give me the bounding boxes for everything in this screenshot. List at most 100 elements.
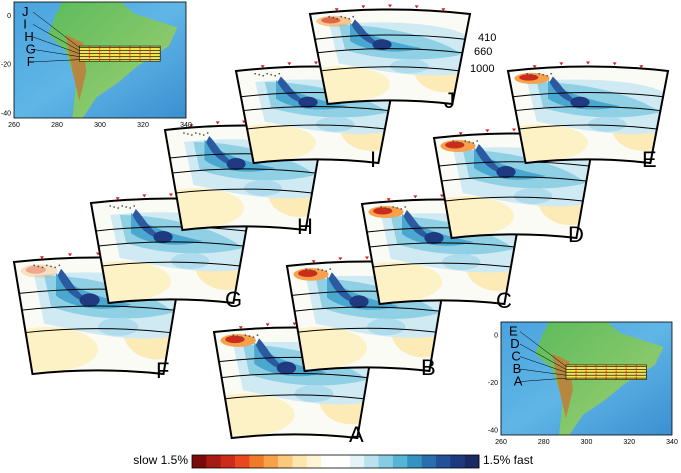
station-marker (334, 8, 339, 12)
hypocenter (305, 268, 308, 271)
hypocenter (236, 335, 239, 338)
colorbar-swatch (192, 455, 207, 468)
station-marker (40, 256, 44, 260)
panel-label-a: A (349, 422, 364, 447)
hypocenter (321, 269, 324, 272)
map-top-left-profile-label: F (27, 54, 35, 69)
depth-contour (175, 188, 313, 194)
station-marker (292, 322, 297, 326)
hypocenter (464, 140, 467, 142)
hypocenter (117, 207, 120, 209)
hypocenter (194, 132, 197, 134)
section-outline (506, 65, 670, 165)
colorbar-swatch (235, 455, 250, 468)
hypocenter (476, 140, 479, 142)
colorbar-swatch (292, 455, 308, 468)
depth-contour (441, 176, 587, 182)
lat-tick-label: -20 (1, 62, 11, 69)
hypocenter (258, 73, 261, 76)
hypocenter (400, 208, 403, 210)
map-top-left-profile-label: J (22, 4, 29, 19)
panel-label-g: G (225, 287, 242, 312)
station-marker (414, 5, 419, 9)
panel-label-b: B (421, 355, 436, 380)
station-marker (441, 8, 446, 12)
colorbar-swatch (407, 455, 422, 468)
station-marker (413, 195, 418, 199)
depth-contour (438, 161, 590, 167)
colorbar-swatch (349, 455, 365, 468)
hypocenter (266, 72, 269, 75)
section-outline (432, 132, 596, 240)
panel-label-h: H (297, 214, 313, 239)
hypocenter (388, 208, 391, 210)
hypocenter (550, 72, 553, 75)
hypocenter (45, 264, 48, 267)
station-marker (287, 62, 292, 66)
station-marker (386, 198, 391, 202)
station-marker (338, 257, 343, 261)
station-marker (365, 256, 369, 260)
section-outline (285, 260, 449, 373)
hypocenter (344, 16, 347, 19)
station-marker (485, 129, 490, 133)
colorbar-swatch (306, 455, 322, 468)
colorbar-slow-label: slow 1.5% (133, 453, 188, 467)
depth-contour (298, 327, 436, 333)
depth-label-1000: 1000 (470, 63, 494, 75)
hypocenter (325, 270, 328, 273)
section-outline (234, 65, 398, 165)
map-top-left-profile-label: H (24, 29, 33, 44)
depth-contour (314, 34, 466, 40)
depth-label-410: 410 (478, 32, 496, 44)
hypocenter (317, 268, 320, 271)
colorbar-swatch (392, 455, 408, 468)
section-outline (308, 8, 472, 106)
hypocenter (380, 206, 383, 208)
station-marker (260, 65, 265, 69)
depth-contour (221, 372, 368, 379)
depth-contour (321, 66, 459, 72)
hypocenter (262, 74, 265, 77)
colorbar-swatch (464, 455, 480, 468)
hypocenter (198, 133, 201, 135)
section-outline (89, 197, 253, 305)
lat-tick-label: 0 (494, 333, 498, 340)
section-outline (360, 198, 524, 306)
lon-tick-label: 260 (8, 122, 20, 129)
hypocenter (58, 264, 61, 267)
colorbar-swatch (421, 455, 437, 468)
lat-tick-label: 0 (7, 13, 11, 20)
hypocenter (113, 206, 116, 208)
depth-contour (317, 48, 463, 54)
panel-label-d: D (568, 222, 584, 247)
hypocenter (352, 15, 355, 18)
hypocenter (392, 206, 395, 208)
hypocenter (456, 141, 459, 143)
station-marker (361, 5, 366, 9)
panel-label-j: J (444, 88, 455, 113)
hypocenter (240, 336, 243, 339)
hypocenter (33, 264, 36, 267)
hypocenter (534, 74, 537, 77)
lon-tick-label: 320 (137, 122, 149, 129)
hypocenter (340, 15, 343, 18)
cross-section-f: F (12, 252, 184, 383)
hypocenter (202, 134, 205, 136)
depth-labels: 410 660 1000 (470, 32, 496, 75)
hypocenter (309, 269, 312, 272)
hypocenter (54, 266, 57, 269)
colorbar-fast-label: 1.5% fast (483, 453, 534, 467)
lon-tick-label: 260 (495, 439, 507, 446)
panel-label-i: I (370, 147, 376, 172)
depth-contour (95, 226, 247, 232)
hypocenter (109, 205, 112, 207)
section-outline (163, 124, 325, 232)
hypocenter (278, 72, 281, 75)
map-top-left-profile-label: G (26, 41, 36, 56)
colorbar-swatch (364, 455, 379, 468)
station-marker (68, 253, 72, 257)
depth-contour (373, 262, 511, 268)
